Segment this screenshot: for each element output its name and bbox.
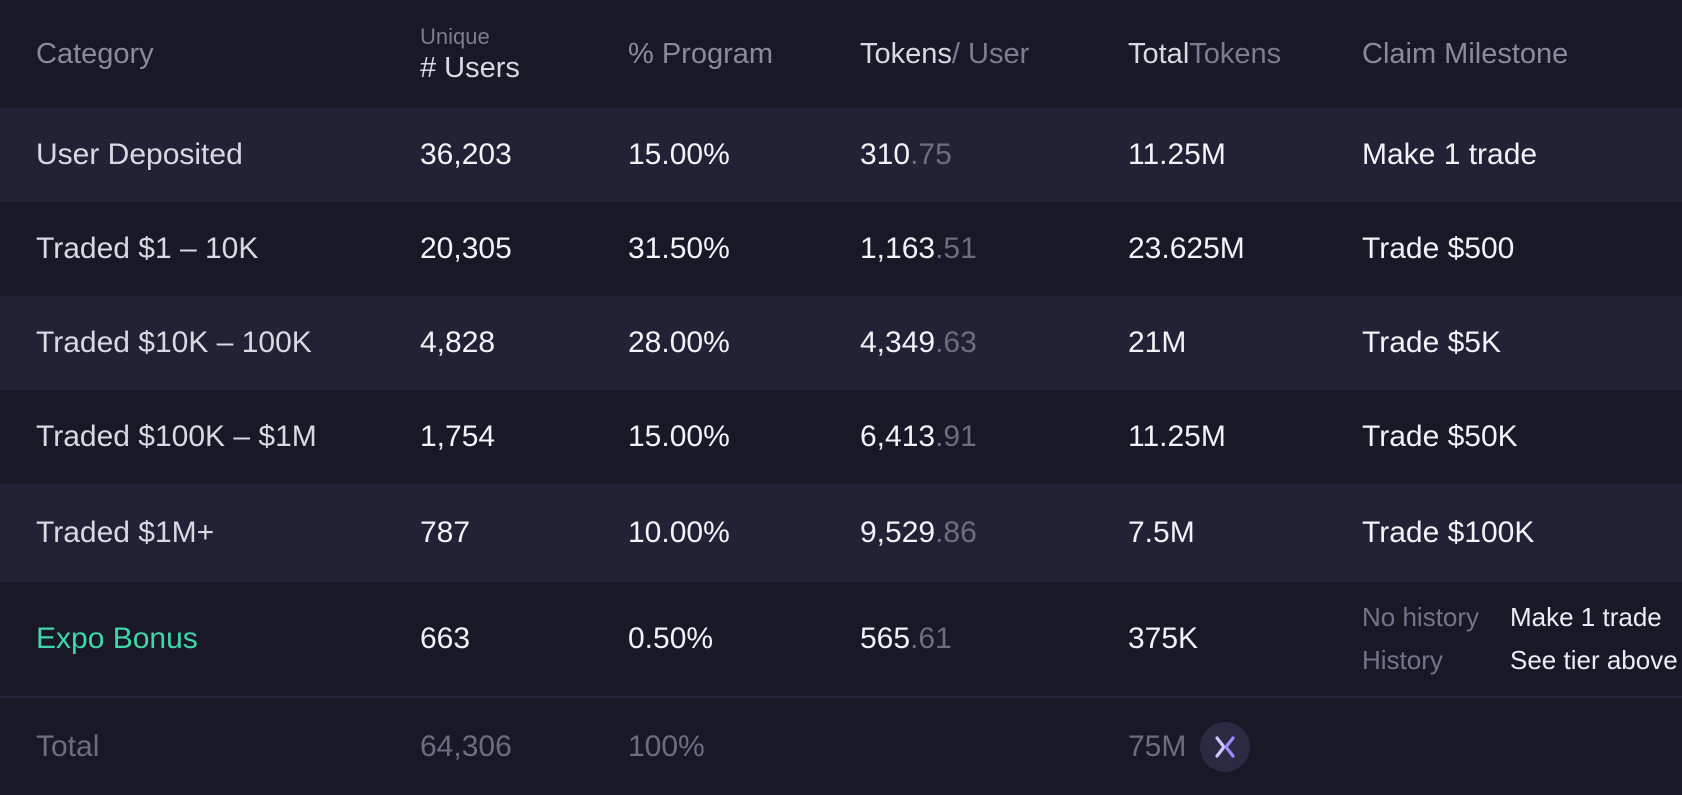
row-users: 787 bbox=[420, 516, 471, 549]
header-category: Category bbox=[36, 37, 154, 70]
header-users-top: Unique bbox=[420, 23, 490, 49]
expo-tokens-per-user: 565.61 bbox=[860, 582, 952, 696]
table-row: Traded $1M+ 787 10.00% 9,529.86 7.5M Tra… bbox=[0, 484, 1682, 582]
tokens-frac: .86 bbox=[935, 516, 977, 549]
row-category: Traded $1 – 10K bbox=[36, 232, 259, 265]
row-program: 31.50% bbox=[628, 232, 730, 265]
total-label: Total bbox=[36, 729, 100, 763]
header-tokens-label: Tokens bbox=[860, 37, 952, 70]
row-total-tokens: 7.5M bbox=[1128, 516, 1195, 549]
header-total-label: Total bbox=[1128, 37, 1190, 70]
header-program: % Program bbox=[628, 37, 774, 70]
milestone-value: See tier above bbox=[1510, 645, 1678, 675]
header-per-user-label: / User bbox=[951, 37, 1030, 70]
header-claim-milestone: Claim Milestone bbox=[1362, 37, 1569, 70]
row-category: Traded $1M+ bbox=[36, 516, 215, 549]
header-total-tokens: Total Tokens bbox=[1128, 0, 1281, 108]
row-total-tokens: 11.25M bbox=[1128, 420, 1226, 453]
expo-category: Expo Bonus bbox=[36, 622, 198, 655]
table-header: Category Unique # Users % Program Tokens… bbox=[0, 0, 1682, 108]
tokens-frac: .75 bbox=[910, 138, 952, 171]
row-program: 28.00% bbox=[628, 326, 730, 359]
tokens-frac: .61 bbox=[910, 622, 952, 655]
table-row: Traded $10K – 100K 4,828 28.00% 4,349.63… bbox=[0, 296, 1682, 390]
row-program: 15.00% bbox=[628, 138, 730, 171]
x-logo-icon bbox=[1200, 721, 1251, 772]
tokens-int: 310 bbox=[860, 138, 911, 171]
row-category: Traded $10K – 100K bbox=[36, 326, 312, 359]
row-program: 15.00% bbox=[628, 420, 730, 453]
header-users-bottom: # Users bbox=[420, 51, 520, 84]
total-users: 64,306 bbox=[420, 729, 512, 763]
tokens-int: 565 bbox=[860, 622, 911, 655]
total-program: 100% bbox=[628, 729, 705, 763]
header-tokens-suffix: Tokens bbox=[1189, 37, 1282, 70]
tokens-int: 9,529 bbox=[860, 516, 936, 549]
milestone-label: History bbox=[1362, 645, 1443, 675]
row-users: 36,203 bbox=[420, 138, 512, 171]
row-users: 1,754 bbox=[420, 420, 496, 453]
tokens-int: 6,413 bbox=[860, 420, 936, 453]
row-milestone: Make 1 trade bbox=[1362, 138, 1538, 171]
tokens-int: 4,349 bbox=[860, 326, 936, 359]
row-milestone: Trade $500 bbox=[1362, 232, 1515, 265]
row-milestone: Trade $50K bbox=[1362, 420, 1518, 453]
row-tokens-per-user: 4,349.63 bbox=[860, 296, 977, 390]
milestone-line: History See tier above bbox=[1362, 645, 1678, 676]
row-tokens-per-user: 9,529.86 bbox=[860, 484, 977, 582]
milestone-value: Make 1 trade bbox=[1510, 602, 1662, 632]
row-category: User Deposited bbox=[36, 138, 243, 171]
header-tokens-per-user: Tokens / User bbox=[860, 0, 1029, 108]
milestone-line: No history Make 1 trade bbox=[1362, 602, 1662, 633]
total-tokens: 75M bbox=[1128, 729, 1187, 763]
header-users: Unique # Users bbox=[420, 0, 520, 108]
total-divider bbox=[0, 696, 1682, 698]
expo-total-tokens: 375K bbox=[1128, 622, 1199, 655]
row-program: 10.00% bbox=[628, 516, 730, 549]
table-row: Traded $100K – $1M 1,754 15.00% 6,413.91… bbox=[0, 390, 1682, 484]
row-total-tokens: 23.625M bbox=[1128, 232, 1245, 265]
tokens-int: 1,163 bbox=[860, 232, 936, 265]
milestone-label: No history bbox=[1362, 602, 1480, 632]
row-milestone: Trade $5K bbox=[1362, 326, 1501, 359]
expo-milestone: No history Make 1 trade History See tier… bbox=[1362, 582, 1678, 696]
tokens-frac: .51 bbox=[935, 232, 977, 265]
expo-users: 663 bbox=[420, 622, 471, 655]
table-row-total: Total 64,306 100% 75M bbox=[0, 698, 1682, 795]
total-tokens-cell: 75M bbox=[1128, 698, 1251, 795]
row-tokens-per-user: 1,163.51 bbox=[860, 202, 977, 296]
row-milestone: Trade $100K bbox=[1362, 516, 1535, 549]
row-tokens-per-user: 6,413.91 bbox=[860, 390, 977, 484]
expo-program: 0.50% bbox=[628, 622, 714, 655]
table-row: User Deposited 36,203 15.00% 310.75 11.2… bbox=[0, 108, 1682, 202]
row-total-tokens: 21M bbox=[1128, 326, 1187, 359]
tokens-frac: .91 bbox=[935, 420, 977, 453]
row-users: 4,828 bbox=[420, 326, 496, 359]
tokens-frac: .63 bbox=[935, 326, 977, 359]
row-tokens-per-user: 310.75 bbox=[860, 108, 952, 202]
row-users: 20,305 bbox=[420, 232, 512, 265]
table-row: Traded $1 – 10K 20,305 31.50% 1,163.51 2… bbox=[0, 202, 1682, 296]
table-row-expo-bonus: Expo Bonus 663 0.50% 565.61 375K No hist… bbox=[0, 582, 1682, 696]
x-logo-svg bbox=[1215, 735, 1235, 758]
row-category: Traded $100K – $1M bbox=[36, 420, 317, 453]
row-total-tokens: 11.25M bbox=[1128, 138, 1226, 171]
